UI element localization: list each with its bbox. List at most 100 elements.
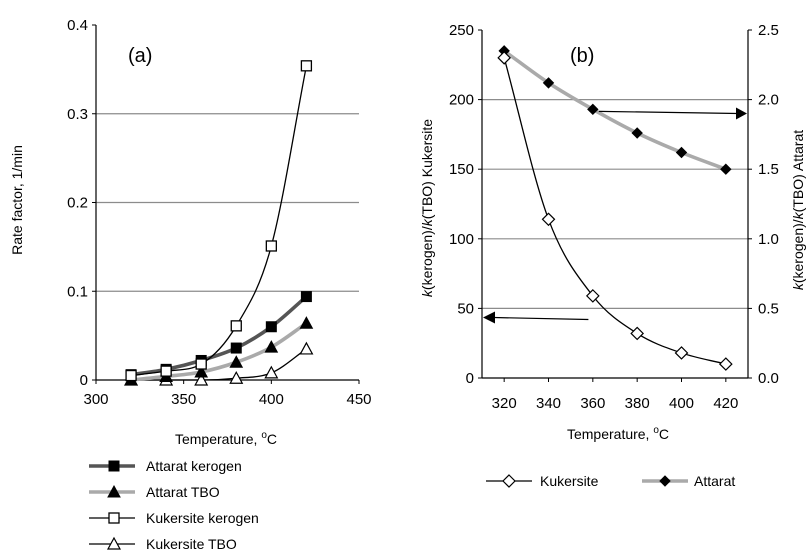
chart-b-right-y-tick-label: 0.0 [758,370,779,387]
data-point-kukersite-kerogen [265,240,277,252]
chart-a-axes [92,24,360,384]
chart-b-legend: Kukersite Attarat [486,473,735,489]
data-point-attarat-tbo [229,355,244,368]
chart-b-x-tick-label: 400 [669,395,694,412]
data-point-kukersite-tbo [299,341,314,355]
chart-b-left-y-tick-label: 0 [466,370,474,387]
chart-b-right-y-tick-label: 1.0 [758,231,779,248]
legend-marker-kukersite-tbo [106,536,122,550]
chart-a-panel-label: (a) [128,45,152,67]
chart-b-right-y-tick-label: 2.5 [758,22,779,39]
chart-b-y-axis-label-left-text-part: (TBO) Kukersite [419,119,435,220]
chart-b-y-axis-label-right-text-part: k [790,282,806,290]
chart-a-gridlines [96,113,359,292]
chart-b-y-axis-label-right: k(kerogen)/k(TBO) Attarat [790,130,806,290]
chart-a-y-axis-label: Rate factor, 1/min [9,145,25,255]
data-point-kukersite-tbo [229,370,244,384]
chart-b-x-axis-label: Temperature, oC [567,425,669,442]
data-point-kukersite [541,212,556,227]
chart-b-x-tick-label: 320 [492,395,517,412]
data-point-attarat [631,127,643,139]
data-point-attarat [542,77,555,89]
chart-b-y-axis-label-left-text: k(kerogen)/k(TBO) Kukersite [419,119,435,297]
chart-b-x-tick-label: 340 [536,395,561,412]
data-point-kukersite-tbo [264,365,279,379]
legend-label-kukersite-kerogen: Kukersite kerogen [146,510,259,526]
chart-a-x-axis-label-text: Temperature, [175,431,261,447]
legend-label-kukersite-tbo: Kukersite TBO [146,536,237,552]
data-point-kukersite [585,289,600,303]
data-point-attarat [675,146,688,159]
chart-b-tick-labels: 0 50 100 150 200 250 0.0 0.5 1.0 1.5 2.0 2.5 320 340 3… [449,22,779,412]
series-line-attarat [502,49,728,171]
chart-a-tick-labels: 0 0.1 0.2 0.3 0.4 300 350 400 450 [67,17,371,408]
chart-b-panel-label: (b) [570,45,594,67]
chart-b-left-y-tick-label: 50 [457,300,474,317]
chart-a-x-tick-label: 300 [83,391,108,408]
chart-a-y-tick-label: 0.1 [67,283,88,300]
arrow-to-right-axis-head [736,107,747,120]
data-point-attarat [720,163,732,175]
chart-b-axes [478,29,752,382]
legend-marker-attarat-kerogen [108,460,120,472]
data-point-attarat-kerogen [300,291,312,303]
data-point-attarat-tbo [194,364,209,378]
chart-b-left-y-tick-label: 200 [449,92,474,109]
chart-a-legend: Attarat kerogen Attarat TBO Kukersite kero… [89,458,259,552]
chart-a-y-tick-label: 0.3 [67,106,88,123]
data-point-kukersite-kerogen [195,358,207,370]
data-point-kukersite [718,357,733,371]
chart-b-y-axis-label-right-text: k(kerogen)/k(TBO) Attarat [790,130,806,290]
chart-a: 0 0.1 0.2 0.3 0.4 300 350 400 450 (a) Rate facto… [9,17,372,552]
chart-a-y-tick-label: 0.4 [67,17,88,34]
data-point-attarat-tbo [264,340,279,353]
data-point-attarat-kerogen [230,342,242,354]
chart-b-y-axis-label-left-text-part: (kerogen)/ [419,226,435,290]
legend-label-attarat-tbo: Attarat TBO [146,484,220,500]
chart-a-x-axis-label-unit: C [267,431,277,447]
arrow-to-left-axis-head [483,311,495,324]
chart-b-x-tick-label: 380 [625,395,650,412]
data-point-kukersite-kerogen [160,365,172,377]
chart-a-x-axis-label-sup: o [261,430,267,441]
data-point-kukersite [497,50,512,65]
chart-a-series [124,60,314,386]
chart-b: 0 50 100 150 200 250 0.0 0.5 1.0 1.5 2.0 2.5 320 340 3… [419,22,806,489]
data-point-kukersite [630,326,645,341]
legend-marker-kukersite [502,474,516,488]
legend-label-attarat: Attarat [694,473,735,489]
chart-a-y-tick-label: 0.2 [67,195,88,212]
chart-b-x-axis-label-text: Temperature, [567,426,653,442]
chart-b-y-axis-label-left-text-part: k [419,218,435,226]
chart-b-right-y-tick-label: 2.0 [758,92,779,109]
chart-b-right-y-tick-label: 0.5 [758,300,779,317]
data-point-attarat-tbo [299,316,314,329]
data-point-kukersite-tbo [194,372,209,386]
chart-b-gridlines [482,98,748,309]
chart-b-y-axis-label-left-text-part: k [419,289,435,297]
chart-a-x-tick-label: 350 [171,391,196,408]
legend-marker-attarat [659,475,671,487]
chart-b-y-axis-label-right-text-part: (TBO) Attarat [790,130,806,213]
legend-marker-attarat-tbo [107,484,121,498]
legend-label-kukersite: Kukersite [540,473,599,489]
legend-label-attarat-kerogen: Attarat kerogen [146,458,242,474]
arrow-to-right-axis-line [598,110,739,115]
chart-b-x-tick-label: 360 [580,395,605,412]
series-line-kukersite-kerogen [130,65,308,377]
arrow-to-left-axis-line [493,316,589,321]
chart-b-left-y-tick-label: 150 [449,161,474,178]
data-point-kukersite-kerogen [230,320,242,332]
chart-b-x-axis-label-sup: o [653,425,659,436]
data-point-attarat [587,103,599,116]
data-point-kukersite-kerogen [125,369,137,382]
chart-b-left-y-tick-label: 250 [449,22,474,39]
chart-a-x-tick-label: 400 [259,391,284,408]
data-point-kukersite [674,346,689,360]
chart-b-y-axis-label-right-text-part: (kerogen)/ [790,219,806,283]
chart-b-x-axis-label-unit: C [659,426,669,442]
chart-b-y-axis-label-left: k(kerogen)/k(TBO) Kukersite [419,119,435,297]
chart-b-axis-arrows [483,107,747,324]
chart-a-x-tick-label: 450 [346,391,371,408]
